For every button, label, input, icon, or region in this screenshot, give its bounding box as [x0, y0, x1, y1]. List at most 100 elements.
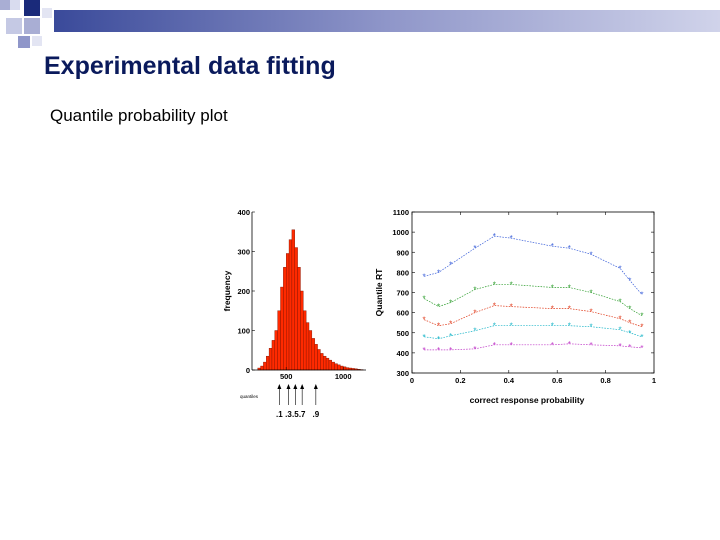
- histogram-bar: [311, 338, 315, 371]
- deco-square: [18, 36, 30, 48]
- x-axis-label: correct response probability: [470, 395, 585, 405]
- series-marker: *: [493, 232, 496, 241]
- series-marker: *: [423, 333, 426, 342]
- deco-square: [6, 18, 22, 34]
- series-marker: *: [568, 305, 571, 314]
- quantile-arrowhead: [277, 384, 282, 389]
- y-tick-label: 900: [396, 248, 409, 257]
- series-marker: *: [510, 303, 513, 312]
- series-marker: *: [619, 298, 622, 307]
- series-marker: *: [510, 341, 513, 350]
- deco-square: [32, 36, 42, 46]
- series-marker: *: [473, 345, 476, 354]
- histogram-bar: [342, 366, 347, 371]
- series-marker: *: [423, 346, 426, 355]
- deco-square: [0, 0, 10, 10]
- x-tick-label: 0.6: [552, 376, 562, 385]
- slide-subtitle: Quantile probability plot: [50, 106, 228, 125]
- histogram-bar: [285, 253, 290, 371]
- x-tick-label: 500: [280, 372, 293, 381]
- quantile-label: .3: [285, 410, 292, 419]
- y-tick-label: 100: [237, 327, 250, 336]
- y-tick-label: 1000: [392, 228, 409, 237]
- histogram-bar: [271, 340, 276, 371]
- series-marker: *: [493, 280, 496, 289]
- series-marker: *: [590, 250, 593, 259]
- series-marker: *: [449, 332, 452, 341]
- y-tick-label: 500: [396, 329, 409, 338]
- x-tick-label: 0.4: [504, 376, 515, 385]
- series-marker: *: [628, 343, 631, 352]
- series-marker: *: [437, 303, 440, 312]
- series-marker: *: [640, 291, 643, 300]
- series-marker: *: [590, 341, 593, 350]
- quantile-probability-chart: 300 400 500 600 700 800 900 1000 1100 0 0.2 0.4 0.6 0…: [374, 208, 656, 405]
- series-marker: *: [493, 302, 496, 311]
- series-marker: *: [568, 244, 571, 253]
- series-line: [423, 305, 643, 328]
- quantile-arrowhead: [300, 384, 305, 389]
- series-marker: *: [590, 289, 593, 298]
- deco-square: [42, 8, 52, 18]
- histogram-bar: [325, 357, 330, 371]
- quantile-arrowhead: [313, 384, 318, 389]
- histogram-bar: [314, 344, 318, 371]
- histogram-bar: [277, 310, 281, 371]
- series-marker: *: [640, 323, 643, 332]
- histogram-bar: [297, 267, 301, 371]
- histogram-bar: [337, 364, 341, 371]
- x-tick-label: 0: [410, 376, 414, 385]
- series-marker: *: [628, 329, 631, 338]
- series-marker: *: [437, 346, 440, 355]
- series-marker: *: [551, 305, 554, 314]
- histogram-bar: [300, 290, 304, 371]
- series-marker: *: [568, 322, 571, 331]
- series-marker: *: [640, 344, 643, 353]
- histogram-bar: [308, 330, 313, 371]
- x-tick-label: 0.8: [600, 376, 610, 385]
- histogram-bar: [288, 239, 293, 371]
- series-marker: *: [473, 244, 476, 253]
- series-marker: *: [473, 285, 476, 294]
- series-marker: *: [628, 276, 631, 285]
- slide-title: Experimental data fitting: [44, 52, 336, 80]
- histogram-bar: [260, 365, 264, 371]
- series-marker: *: [551, 341, 554, 350]
- x-tick-label: 1: [652, 376, 656, 385]
- y-tick-label: 0: [246, 366, 250, 375]
- series-marker: *: [619, 315, 622, 324]
- series-marker: *: [628, 305, 631, 314]
- series-marker: *: [437, 268, 440, 277]
- series-marker: *: [619, 342, 622, 351]
- y-axis-label: frequency: [222, 270, 232, 311]
- series-marker: *: [493, 341, 496, 350]
- histogram-bar: [331, 361, 335, 371]
- series-marker: *: [449, 346, 452, 355]
- deco-gradient-bar: [54, 10, 720, 32]
- y-tick-label: 400: [396, 349, 409, 358]
- x-tick-label: 0.2: [455, 376, 465, 385]
- histogram-bar: [328, 359, 332, 371]
- y-tick-label: 700: [396, 289, 409, 298]
- histogram-bar: [320, 353, 324, 371]
- series-marker: *: [510, 280, 513, 289]
- quantile-label: .7: [299, 410, 306, 419]
- histogram-bar: [334, 363, 338, 371]
- deco-square: [10, 0, 20, 10]
- series-marker: *: [449, 299, 452, 308]
- histogram-bar: [305, 322, 310, 371]
- quantile-label: .1: [276, 410, 283, 419]
- histogram-bar: [340, 365, 344, 371]
- histogram-bar: [274, 330, 278, 371]
- series-marker: *: [551, 322, 554, 331]
- y-tick-label: 200: [237, 287, 250, 296]
- quantile-arrowhead: [293, 384, 298, 389]
- histogram-bar: [268, 348, 273, 371]
- y-tick-label: 600: [396, 309, 409, 318]
- series-marker: *: [640, 312, 643, 321]
- histogram-bar: [323, 355, 327, 371]
- series-marker: *: [590, 308, 593, 317]
- y-tick-label: 300: [237, 248, 250, 257]
- series-marker: *: [449, 320, 452, 329]
- series-marker: *: [568, 283, 571, 292]
